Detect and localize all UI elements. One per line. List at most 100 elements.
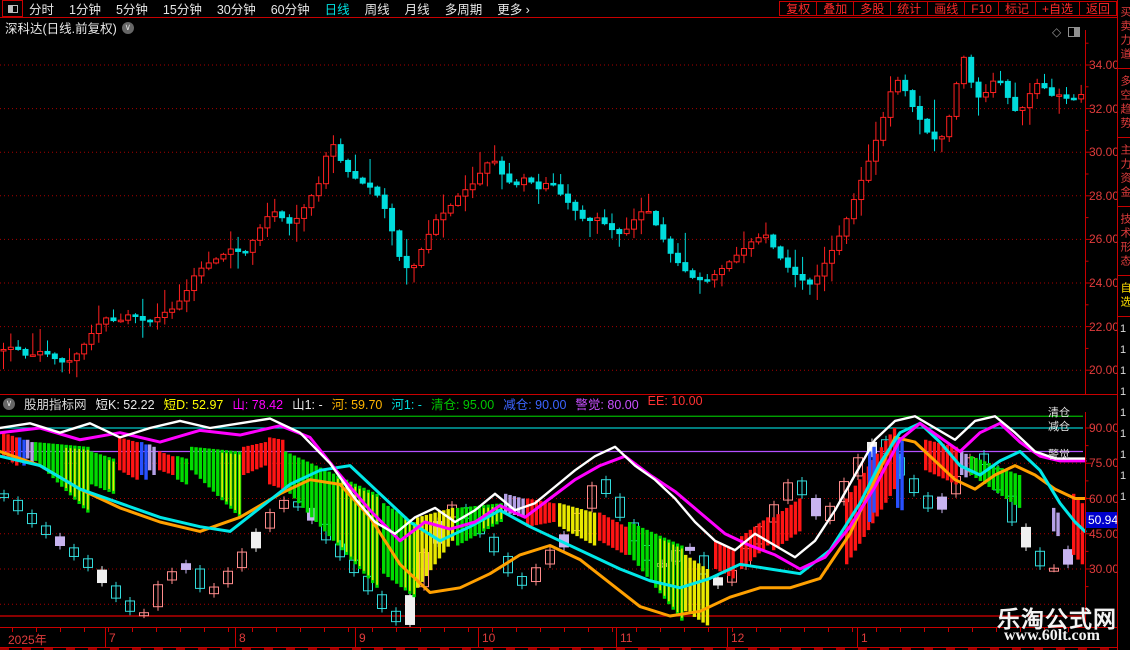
indicator-field-山1: 山1: - [292, 398, 323, 412]
month-divider [616, 628, 617, 647]
week-tick [636, 628, 637, 632]
week-tick [60, 628, 61, 632]
indicator-source: 股朋指标网 [24, 398, 87, 412]
week-tick [492, 628, 493, 632]
main-axis-label-30: 30.00 [1089, 145, 1120, 160]
indicator-chevron-icon[interactable]: ∨ [3, 397, 15, 410]
right-strip-item-1[interactable]: 多空趋势 [1118, 69, 1130, 138]
period-item-7[interactable]: 周线 [364, 3, 390, 17]
indicator-values: 短K: 52.22 短D: 52.97 山: 78.42 山1: - 河: 59.70 河… [96, 394, 703, 413]
week-tick [756, 628, 757, 632]
layout-pane-icon[interactable] [2, 0, 23, 17]
main-axis-label-28: 28.00 [1089, 188, 1120, 203]
indicator-field-警觉: 警觉: 80.00 [575, 398, 639, 412]
month-label-9: 9 [359, 631, 366, 645]
week-tick [1068, 628, 1069, 632]
indicator-field-减仓: 减仓: 90.00 [503, 398, 567, 412]
main-candlestick-chart[interactable] [0, 30, 1130, 394]
period-item-9[interactable]: 多周期 [444, 3, 483, 17]
right-edge-clipped-panel[interactable]: 买卖力道 多空趋势 主力资金 技术形态 自选 1 1 1 1 1 1 1 1 1 [1117, 0, 1130, 650]
watermark-site-name: 乐淘公式网 [997, 606, 1117, 632]
period-item-1[interactable]: 1分钟 [69, 3, 101, 17]
period-item-0[interactable]: 分时 [29, 3, 55, 17]
period-item-2[interactable]: 5分钟 [115, 3, 148, 17]
week-tick [684, 628, 685, 632]
week-tick [900, 628, 901, 632]
month-label-12: 12 [731, 631, 745, 645]
month-divider [235, 628, 236, 647]
indicator-axis-label-45: 45.00 [1089, 526, 1120, 541]
period-menu: 分时 1分钟 5分钟 15分钟 30分钟 60分钟 日线 周线 月线 多周期 更多 › [0, 0, 530, 17]
week-tick [444, 628, 445, 632]
titlebar: 深科达(日线.前复权) ∨ [5, 18, 134, 37]
right-strip-item-2[interactable]: 主力资金 [1118, 138, 1130, 207]
period-item-10[interactable]: 更多 › [497, 3, 530, 17]
toolbar-button-1[interactable]: 叠加 [816, 1, 855, 16]
week-tick [828, 628, 829, 632]
panel-separator [0, 394, 1117, 395]
week-tick [36, 628, 37, 632]
right-strip-item-0[interactable]: 买卖力道 [1118, 0, 1130, 69]
period-item-3[interactable]: 15分钟 [162, 3, 202, 17]
stock-title: 深科达(日线.前复权) [5, 22, 117, 36]
week-tick [732, 628, 733, 632]
period-item-4[interactable]: 30分钟 [216, 3, 256, 17]
week-tick [876, 628, 877, 632]
week-tick [588, 628, 589, 632]
threshold-label-清仓: 清仓 [1048, 407, 1070, 419]
period-items: 分时 1分钟 5分钟 15分钟 30分钟 60分钟 日线 周线 月线 多周期 更多 › [29, 0, 530, 18]
main-axis-label-20: 20.00 [1089, 363, 1120, 378]
week-tick [780, 628, 781, 632]
toolbar-button-8[interactable]: 返回 [1078, 1, 1117, 16]
week-tick [180, 628, 181, 632]
week-tick [156, 628, 157, 632]
toolbar-button-6[interactable]: 标记 [997, 1, 1036, 16]
toolbar-button-2[interactable]: 多股 [853, 1, 892, 16]
week-tick [12, 628, 13, 632]
indicator-axis-label-75: 75.00 [1089, 456, 1120, 471]
indicator-chart[interactable] [0, 412, 1130, 627]
period-item-8[interactable]: 月线 [404, 3, 430, 17]
toolbar-button-7[interactable]: +自选 [1034, 1, 1080, 16]
indicator-field-清仓: 清仓: 95.00 [430, 398, 495, 412]
indicator-header: ∨ 股朋指标网 短K: 52.22 短D: 52.97 山: 78.42 山1: - 河… [3, 394, 703, 413]
month-divider [478, 628, 479, 647]
period-item-6[interactable]: 日线 [324, 3, 350, 17]
week-tick [996, 628, 997, 632]
month-label-11: 11 [620, 631, 633, 645]
diamond-icon[interactable]: ◇ [1052, 25, 1062, 39]
month-divider [355, 628, 356, 647]
week-tick [132, 628, 133, 632]
toolbar-button-4[interactable]: 画线 [927, 1, 966, 16]
week-tick [420, 628, 421, 632]
week-tick [372, 628, 373, 632]
toolbar-button-5[interactable]: F10 [964, 1, 999, 16]
chevron-down-icon[interactable]: ∨ [121, 21, 134, 34]
week-tick [516, 628, 517, 632]
week-tick [852, 628, 853, 632]
pane-glyph [7, 4, 18, 13]
month-divider [105, 628, 106, 647]
month-label-7: 7 [109, 631, 116, 645]
week-tick [84, 628, 85, 632]
week-tick [300, 628, 301, 632]
week-tick [708, 628, 709, 632]
threshold-label-警觉: 警觉 [1048, 449, 1070, 461]
month-label-10: 10 [482, 631, 496, 645]
watermark-site-url: www.60lt.com [1004, 627, 1100, 644]
week-tick [948, 628, 949, 632]
toolbar-button-3[interactable]: 统计 [890, 1, 929, 16]
period-item-5[interactable]: 60分钟 [270, 3, 310, 17]
week-tick [396, 628, 397, 632]
week-tick [108, 628, 109, 632]
week-tick [468, 628, 469, 632]
date-axis: 2025年 7 8 9 10 11 12 1 [0, 627, 1117, 648]
split-pane-icon[interactable] [1068, 27, 1081, 37]
week-tick [348, 628, 349, 632]
right-strip-item-highlighted[interactable]: 自选 [1118, 276, 1130, 317]
month-divider [857, 628, 858, 647]
right-strip-item-3[interactable]: 技术形态 [1118, 207, 1130, 276]
toolbar-button-0[interactable]: 复权 [779, 1, 818, 16]
indicator-axis-label-30: 30.00 [1089, 562, 1120, 576]
week-tick [564, 628, 565, 632]
